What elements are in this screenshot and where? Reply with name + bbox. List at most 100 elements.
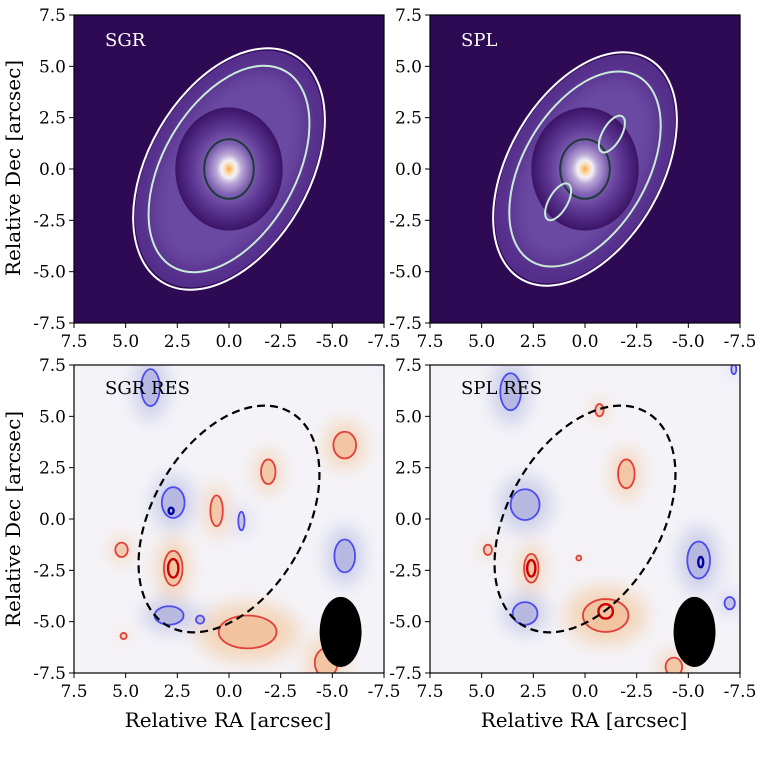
x-tick-label: -2.5 [620, 682, 653, 702]
disk-outline-dashed [137, 404, 321, 634]
residual-contour-pos-2 [114, 541, 129, 558]
residual-blob-4 [255, 449, 282, 494]
y-tick-label: 5.0 [395, 407, 422, 427]
y-tick-label: -7.5 [389, 664, 422, 684]
x-tick-label: 2.5 [520, 332, 547, 352]
panel-spl-residual: 7.5 7.5 5.0 5.0 2.5 2.5 0.0 0.0 -2.5 -2.5 -5.0 -5.0… [389, 356, 756, 702]
residual-contour-neg_strong-12 [697, 555, 705, 569]
panel-title-sgr-res: SGR RES [105, 378, 190, 399]
y-tick-label: 0.0 [39, 160, 66, 180]
residual-contour-pos-8 [119, 632, 128, 641]
panel-title-spl-res: SPL RES [461, 378, 542, 399]
y-tick-label: -5.0 [389, 613, 422, 633]
contour-middle-1 [147, 64, 311, 274]
residual-contour-pos-5 [594, 403, 605, 418]
residual-contour-neg-13 [153, 605, 185, 626]
residual-contour-pos_strong-1 [525, 558, 537, 578]
residual-blob-0 [518, 542, 545, 595]
x-tick-label: 5.0 [468, 682, 495, 702]
residual-blob-4 [611, 447, 642, 500]
residual-contour-neg-9 [499, 372, 522, 412]
residual-blob-10 [499, 476, 552, 533]
residual-blob-5 [324, 421, 366, 470]
y-tick-label: 7.5 [39, 356, 66, 376]
x-tick-label: -7.5 [724, 332, 757, 352]
x-tick-label: 5.0 [112, 682, 139, 702]
residual-contour-pos-5 [332, 430, 358, 460]
residual-blob-9 [492, 365, 530, 425]
x-tick-label: 7.5 [60, 682, 87, 702]
residual-contour-pos_strong-1 [166, 557, 180, 579]
bright-core [175, 107, 283, 231]
y-tick-label: -2.5 [33, 211, 66, 231]
x-tick-label: -5.0 [672, 682, 705, 702]
residual-contour-pos-4 [260, 458, 277, 485]
y-tick-label: -2.5 [33, 561, 66, 581]
y-tick-label: -2.5 [389, 211, 422, 231]
residual-blob-13 [502, 593, 548, 634]
x-tick-label: 2.5 [164, 682, 191, 702]
x-tick-label: -7.5 [724, 682, 757, 702]
x-tick-label: -5.0 [672, 332, 705, 352]
x-tick-label: -5.0 [316, 682, 349, 702]
residual-contour-neg-15 [730, 365, 738, 376]
residual-contour-pos-2 [482, 543, 493, 556]
y-tick-label: -5.0 [33, 263, 66, 283]
y-tick-label: -2.5 [389, 561, 422, 581]
y-tick-label: 5.0 [395, 57, 422, 77]
x-axis-label-left: Relative RA [arcsec] [125, 708, 332, 732]
residual-blob-6 [564, 585, 647, 646]
y-tick-label: 2.5 [395, 459, 422, 479]
y-tick-label: -5.0 [33, 613, 66, 633]
y-tick-label: 5.0 [39, 407, 66, 427]
residual-blob-2 [110, 536, 133, 563]
residual-blob-15 [326, 526, 364, 586]
y-tick-label: -5.0 [389, 263, 422, 283]
x-tick-label: -5.0 [316, 332, 349, 352]
y-tick-label: 2.5 [39, 109, 66, 129]
residual-blob-10 [152, 474, 194, 531]
residual-contour-neg-10 [509, 488, 541, 521]
residual-contour-neg-14 [723, 596, 736, 611]
residual-blob-13 [143, 598, 196, 633]
residual-contour-neg-9 [140, 368, 161, 407]
residual-contour-pos-0 [523, 553, 540, 584]
x-tick-label: 0.0 [571, 332, 598, 352]
residual-contour-neg-13 [511, 601, 539, 626]
residual-blob-3 [205, 483, 228, 539]
contour-middle-4 [544, 182, 573, 222]
y-axis-label-top: Relative Dec [arcsec] [1, 60, 25, 276]
residual-contour-pos-0 [162, 549, 184, 587]
x-tick-label: 0.0 [215, 682, 242, 702]
y-tick-label: 2.5 [39, 459, 66, 479]
contour-inner-2 [559, 138, 611, 200]
residual-contour-pos-3 [209, 494, 224, 528]
x-tick-label: 2.5 [520, 682, 547, 702]
x-tick-label: 0.0 [571, 682, 598, 702]
residual-blob-14 [192, 612, 208, 628]
contour-outer-0 [132, 47, 326, 291]
x-tick-label: 5.0 [112, 332, 139, 352]
residual-contour-pos_strong-7 [597, 603, 615, 620]
residual-blob-14 [720, 592, 739, 615]
y-tick-label: 7.5 [395, 356, 422, 376]
contour-inner-2 [203, 138, 255, 200]
x-tick-label: 7.5 [416, 682, 443, 702]
residual-contour-neg_strong-11 [167, 506, 175, 516]
x-tick-label: 7.5 [60, 332, 87, 352]
contour-middle-3 [597, 114, 626, 154]
contour-outer-0 [492, 51, 678, 287]
x-tick-label: 2.5 [164, 332, 191, 352]
x-tick-label: 5.0 [468, 332, 495, 352]
y-tick-label: -7.5 [33, 314, 66, 334]
beam-ellipse [319, 596, 362, 667]
residual-contour-neg-15 [333, 538, 356, 574]
y-tick-label: 7.5 [39, 6, 66, 26]
beam-ellipse [673, 596, 716, 667]
panel-title-sgr: SGR [105, 30, 146, 51]
residual-contour-pos-4 [617, 458, 636, 490]
panel-sgr-model: 7.5 7.5 5.0 5.0 2.5 2.5 0.0 0.0 -2.5 -2.5 -5.0 -5.0… [33, 6, 400, 352]
x-tick-label: -7.5 [368, 332, 401, 352]
y-tick-label: -7.5 [33, 664, 66, 684]
